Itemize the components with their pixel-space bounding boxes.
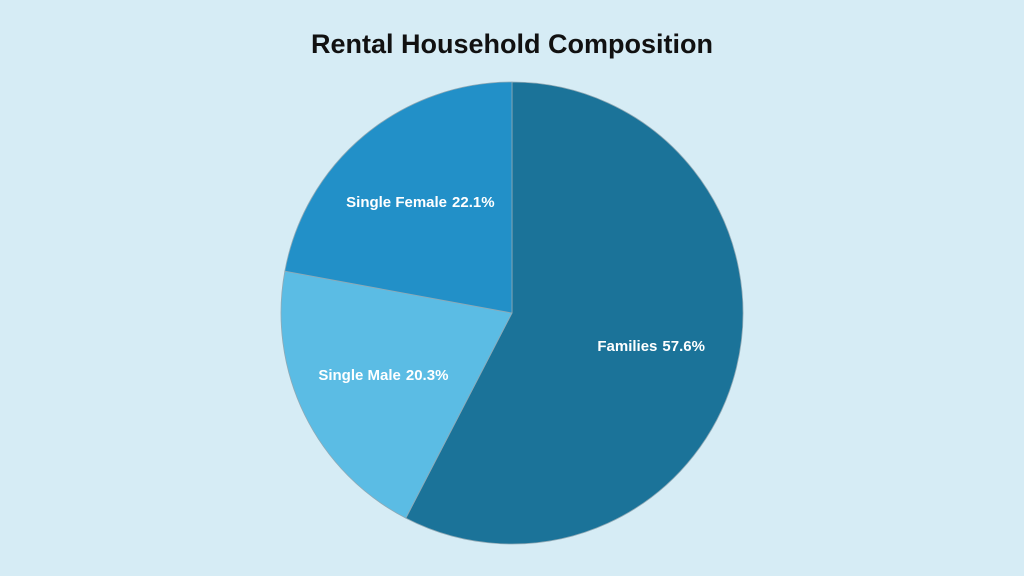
slice-category: Single Male (318, 367, 401, 384)
pie-slice (405, 81, 744, 545)
slice-label: Single Male 20.3% (318, 367, 448, 384)
slice-label: Families 57.6% (597, 338, 705, 355)
pie-slice (284, 81, 513, 314)
slice-value: 22.1% (452, 194, 495, 211)
slice-value: 20.3% (406, 367, 449, 384)
pie-slice (280, 270, 513, 519)
chart-title: Rental Household Composition (311, 29, 713, 59)
slice-value: 57.6% (662, 338, 705, 355)
slice-category: Families (597, 338, 657, 355)
slice-label: Single Female 22.1% (346, 194, 494, 211)
slice-category: Single Female (346, 194, 447, 211)
